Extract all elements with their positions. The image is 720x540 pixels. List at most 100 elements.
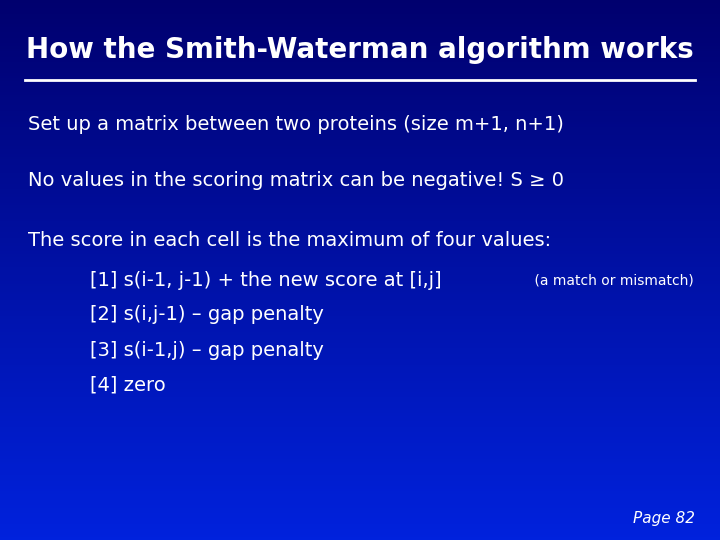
Bar	[0, 402, 720, 405]
Bar	[0, 240, 720, 243]
Bar	[0, 197, 720, 200]
Bar	[0, 232, 720, 235]
Bar	[0, 513, 720, 516]
Bar	[0, 89, 720, 92]
Text: [2] s(i,j-1) – gap penalty: [2] s(i,j-1) – gap penalty	[90, 306, 324, 325]
Bar	[0, 267, 720, 270]
Bar	[0, 211, 720, 213]
Bar	[0, 454, 720, 456]
Bar	[0, 508, 720, 510]
Bar	[0, 143, 720, 146]
Bar	[0, 451, 720, 454]
Bar	[0, 289, 720, 292]
Bar	[0, 189, 720, 192]
Bar	[0, 526, 720, 529]
Bar	[0, 327, 720, 329]
Bar	[0, 76, 720, 78]
Bar	[0, 246, 720, 248]
Bar	[0, 108, 720, 111]
Bar	[0, 470, 720, 472]
Bar	[0, 148, 720, 151]
Bar	[0, 413, 720, 416]
Bar	[0, 364, 720, 367]
Bar	[0, 443, 720, 445]
Bar	[0, 516, 720, 518]
Bar	[0, 421, 720, 424]
Bar	[0, 122, 720, 124]
Bar	[0, 292, 720, 294]
Bar	[0, 362, 720, 364]
Text: Set up a matrix between two proteins (size m+1, n+1): Set up a matrix between two proteins (si…	[28, 116, 564, 134]
Bar	[0, 119, 720, 122]
Bar	[0, 343, 720, 346]
Bar	[0, 230, 720, 232]
Bar	[0, 68, 720, 70]
Bar	[0, 491, 720, 494]
Text: Page 82: Page 82	[633, 510, 695, 525]
Bar	[0, 224, 720, 227]
Text: (a match or mismatch): (a match or mismatch)	[530, 273, 694, 287]
Bar	[0, 383, 720, 386]
Bar	[0, 500, 720, 502]
Bar	[0, 0, 720, 3]
Bar	[0, 43, 720, 46]
Bar	[0, 286, 720, 289]
Bar	[0, 135, 720, 138]
Bar	[0, 316, 720, 319]
Bar	[0, 302, 720, 305]
Bar	[0, 432, 720, 435]
Bar	[0, 405, 720, 408]
Bar	[0, 502, 720, 505]
Bar	[0, 111, 720, 113]
Bar	[0, 524, 720, 526]
Bar	[0, 510, 720, 513]
Bar	[0, 97, 720, 100]
Bar	[0, 532, 720, 535]
Bar	[0, 332, 720, 335]
Bar	[0, 446, 720, 448]
Bar	[0, 256, 720, 259]
Bar	[0, 205, 720, 208]
Bar	[0, 8, 720, 11]
Bar	[0, 483, 720, 486]
Bar	[0, 478, 720, 481]
Bar	[0, 397, 720, 400]
Bar	[0, 437, 720, 440]
Bar	[0, 16, 720, 19]
Text: [1] s(i-1, j-1) + the new score at [i,j]: [1] s(i-1, j-1) + the new score at [i,j]	[90, 271, 441, 289]
Text: The score in each cell is the maximum of four values:: The score in each cell is the maximum of…	[28, 231, 551, 249]
Bar	[0, 424, 720, 427]
Bar	[0, 81, 720, 84]
Bar	[0, 262, 720, 265]
Bar	[0, 351, 720, 354]
Bar	[0, 313, 720, 316]
Bar	[0, 335, 720, 338]
Bar	[0, 367, 720, 370]
Bar	[0, 416, 720, 418]
Bar	[0, 130, 720, 132]
Bar	[0, 319, 720, 321]
Bar	[0, 124, 720, 127]
Bar	[0, 370, 720, 373]
Bar	[0, 78, 720, 81]
Bar	[0, 462, 720, 464]
Bar	[0, 208, 720, 211]
Bar	[0, 359, 720, 362]
Bar	[0, 259, 720, 262]
Bar	[0, 65, 720, 68]
Bar	[0, 157, 720, 159]
Bar	[0, 348, 720, 351]
Bar	[0, 138, 720, 140]
Bar	[0, 418, 720, 421]
Bar	[0, 54, 720, 57]
Bar	[0, 354, 720, 356]
Bar	[0, 32, 720, 35]
Bar	[0, 221, 720, 224]
Bar	[0, 51, 720, 54]
Bar	[0, 251, 720, 254]
Text: [3] s(i-1,j) – gap penalty: [3] s(i-1,j) – gap penalty	[90, 341, 324, 360]
Bar	[0, 151, 720, 154]
Bar	[0, 281, 720, 284]
Bar	[0, 394, 720, 397]
Bar	[0, 219, 720, 221]
